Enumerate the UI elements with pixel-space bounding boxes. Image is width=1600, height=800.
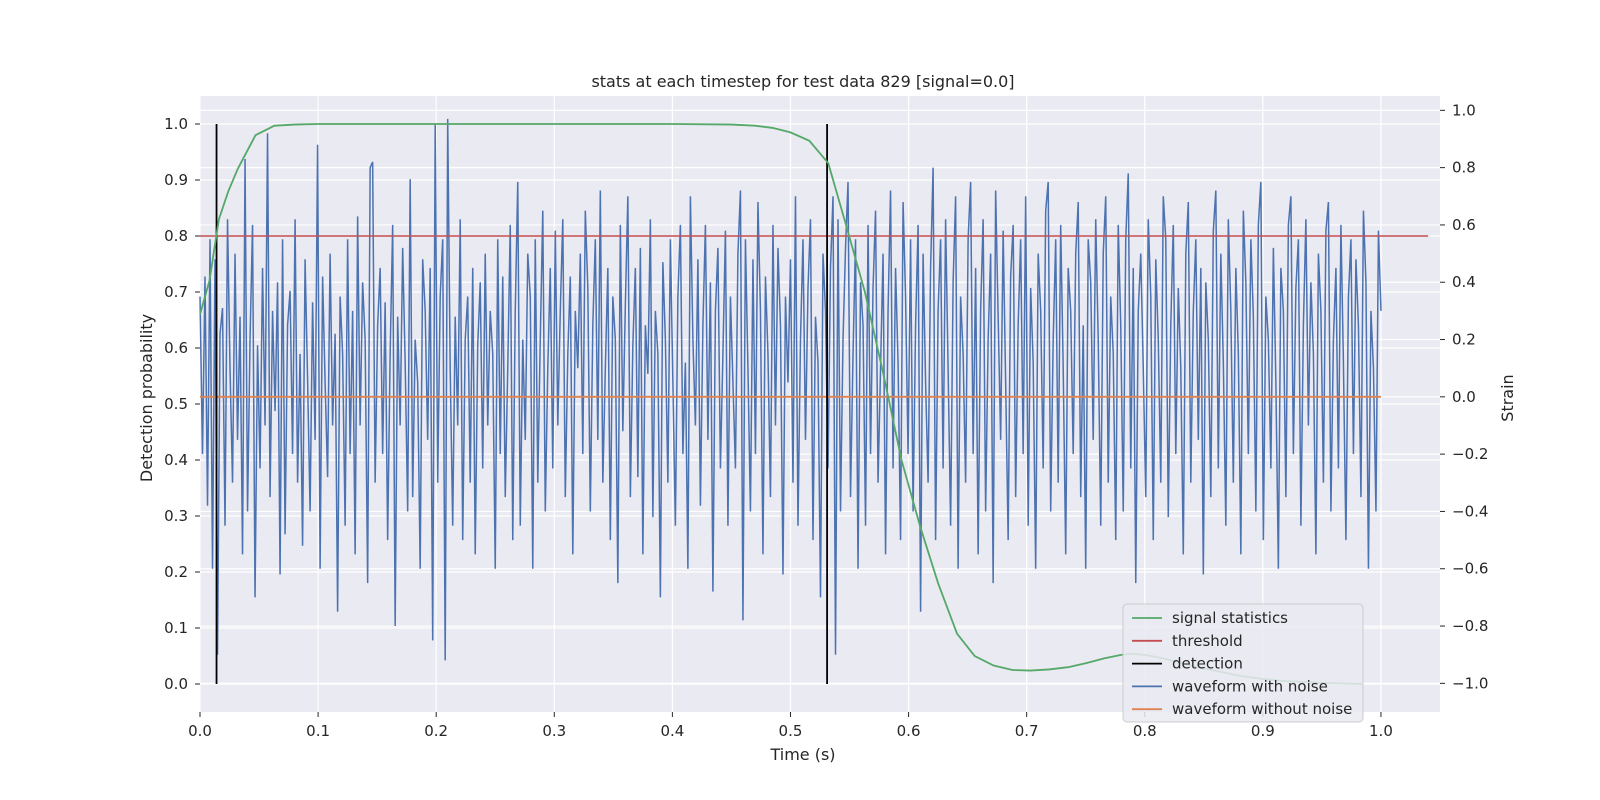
y-right-tick-label: −0.4 (1452, 502, 1488, 520)
y-right-tick-label: 0.2 (1452, 331, 1476, 349)
x-tick-label: 1.0 (1369, 722, 1393, 740)
legend-label: waveform with noise (1172, 677, 1328, 695)
y-right-tick-label: −0.8 (1452, 617, 1488, 635)
x-tick-label: 0.7 (1015, 722, 1039, 740)
x-tick-label: 0.8 (1133, 722, 1157, 740)
y-axis-label: Detection probability (137, 314, 156, 482)
x-tick-label: 0.9 (1251, 722, 1275, 740)
y-tick-label: 0.7 (164, 283, 188, 301)
y-right-tick-label: −0.2 (1452, 445, 1488, 463)
x-tick-label: 0.4 (660, 722, 684, 740)
x-tick-label: 0.6 (897, 722, 921, 740)
legend-label: signal statistics (1172, 609, 1288, 627)
y-tick-label: 0.5 (164, 395, 188, 413)
x-tick-label: 0.2 (424, 722, 448, 740)
x-tick-label: 0.1 (306, 722, 330, 740)
y-tick-label: 0.9 (164, 171, 188, 189)
y-right-tick-label: 1.0 (1452, 101, 1476, 119)
y-right-tick-label: 0.6 (1452, 216, 1476, 234)
x-tick-label: 0.5 (779, 722, 803, 740)
series-layer (199, 118, 1429, 685)
y-tick-label: 0.2 (164, 563, 188, 581)
y-tick-label: 0.0 (164, 675, 188, 693)
y-tick-label: 0.6 (164, 339, 188, 357)
y-right-tick-label: 0.8 (1452, 159, 1476, 177)
legend-label: threshold (1172, 632, 1243, 650)
x-tick-label: 0.3 (542, 722, 566, 740)
series-waveform-with-noise (199, 118, 1382, 661)
y-right-tick-label: −1.0 (1452, 674, 1488, 692)
y-axis-ticks: 0.0 0.1 0.2 0.3 0.4 0.5 0.6 0.7 0.8 0.9 1.0 (164, 115, 200, 693)
legend-label: detection (1172, 655, 1243, 673)
legend: signal statistics threshold detection wavef… (1122, 603, 1364, 723)
y-axis-right-label: Strain (1498, 374, 1517, 421)
x-tick-label: 0.0 (188, 722, 212, 740)
legend-box (1122, 603, 1364, 723)
y-tick-label: 0.1 (164, 619, 188, 637)
legend-label: waveform without noise (1172, 700, 1352, 718)
y-tick-label: 0.3 (164, 507, 188, 525)
y-tick-label: 0.8 (164, 227, 188, 245)
y-axis-right-ticks: −1.0 −0.8 −0.6 −0.4 −0.2 0.0 0.2 0.4 0.6 0.8 1.0 (1440, 101, 1488, 692)
y-tick-label: 0.4 (164, 451, 188, 469)
y-tick-label: 1.0 (164, 115, 188, 133)
y-right-tick-label: −0.6 (1452, 560, 1488, 578)
chart-title: stats at each timestep for test data 829… (591, 72, 1014, 91)
y-right-tick-label: 0.0 (1452, 388, 1476, 406)
x-axis-ticks: 0.0 0.1 0.2 0.3 0.4 0.5 0.6 0.7 0.8 0.9 1.0 (188, 712, 1393, 740)
y-right-tick-label: 0.4 (1452, 273, 1476, 291)
x-axis-label: Time (s) (769, 745, 835, 764)
